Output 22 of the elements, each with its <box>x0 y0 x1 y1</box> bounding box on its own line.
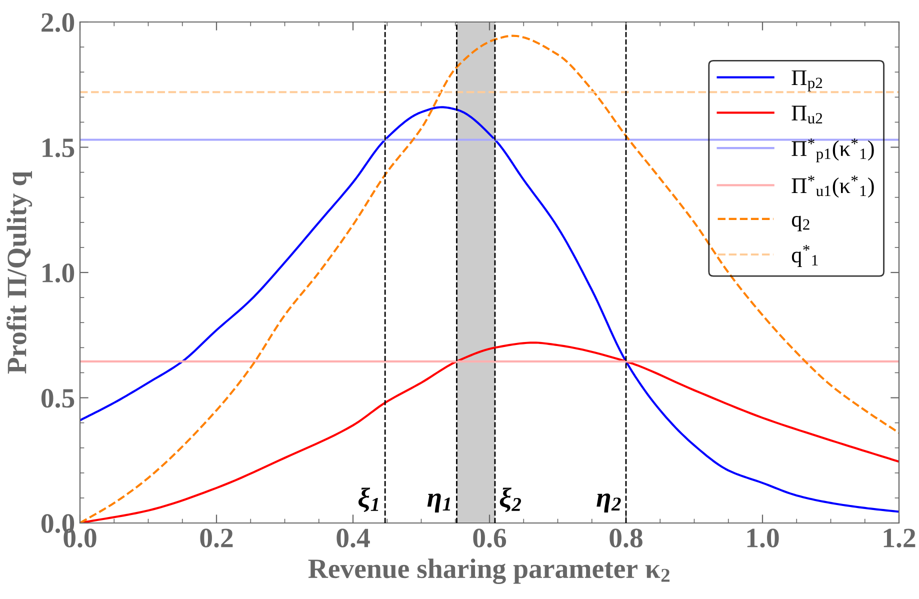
x-tick-label: 1.0 <box>747 528 779 548</box>
x-tick-label: 0.2 <box>200 528 233 548</box>
x-tick-label: 0.4 <box>336 528 370 548</box>
ref-line-label: ξ$_{1}$ <box>358 488 378 512</box>
legend-label: Π$_{p2}$ <box>792 70 822 92</box>
legend-label: q$^{*}$$_{1}$ <box>792 244 818 268</box>
y-tick-label: 0.5 <box>41 388 74 408</box>
y-tick-label: 1.5 <box>42 138 74 158</box>
legend-label: Π$_{u2}$ <box>792 106 822 124</box>
x-axis-title: Revenue sharing parameter κ$_{2}$ <box>308 558 670 584</box>
legend-label: q$_{2}$ <box>792 216 810 232</box>
ref-line-label: ξ$_{2}$ <box>500 488 522 512</box>
legend-label: Π$^{*}$$_{u1}$(κ$^{*}$$_{1}$) <box>792 176 874 198</box>
y-tick-label: 2.0 <box>42 13 74 32</box>
y-axis-title: Profit Π/Qulity q <box>6 171 32 374</box>
ref-line-label: η$_{2}$ <box>596 494 621 513</box>
x-tick-label: 1.2 <box>884 528 916 548</box>
ref-line-label: η$_{1}$ <box>427 494 450 513</box>
x-tick-label: 0.8 <box>610 528 642 548</box>
legend-label: Π$^{*}$$_{p1}$(κ$^{*}$$_{1}$) <box>792 138 874 162</box>
x-tick-label: 0.6 <box>473 528 506 548</box>
y-tick-label: 1.0 <box>42 264 74 283</box>
